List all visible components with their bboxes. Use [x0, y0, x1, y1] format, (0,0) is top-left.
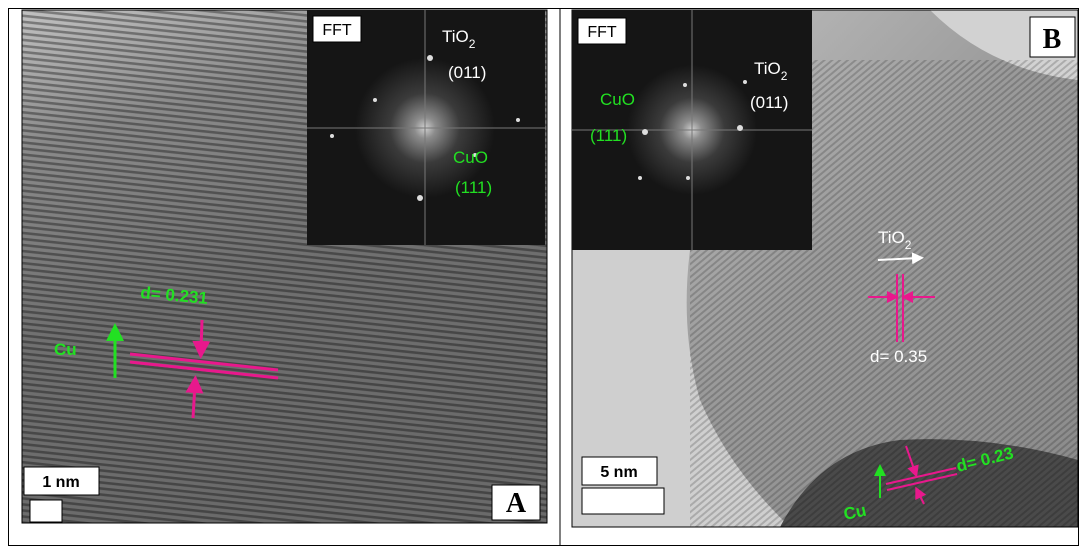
panel-b: FFT CuO (111) TiO2 (011) TiO2 d= 0.35 Cu…	[572, 10, 1078, 527]
d-spacing-label: d= 0.35	[870, 347, 927, 366]
scale-bar-label: 1 nm	[42, 474, 79, 491]
fft-inset: FFT TiO2 (011) CuO (111)	[307, 10, 545, 245]
panel-label: B	[1043, 24, 1062, 55]
element-label: Cu	[54, 340, 77, 359]
plane-label: (111)	[455, 178, 492, 197]
phase-label: CuO	[600, 90, 635, 109]
spacing-arrow	[201, 320, 202, 350]
plane-label: (011)	[750, 93, 788, 112]
figure: FFT TiO2 (011) CuO (111) d= 0.231 Cu 1 n…	[0, 0, 1086, 553]
panel-a: FFT TiO2 (011) CuO (111) d= 0.231 Cu 1 n…	[22, 10, 547, 523]
plane-label: (011)	[448, 63, 486, 82]
scale-bar	[582, 488, 664, 514]
fft-inset: FFT CuO (111) TiO2 (011)	[572, 10, 812, 250]
scale-bar-label: 5 nm	[600, 464, 637, 481]
fft-label: FFT	[587, 24, 617, 41]
plane-label: (111)	[590, 126, 627, 145]
spacing-arrow	[193, 384, 195, 418]
phase-label: CuO	[453, 148, 488, 167]
scale-bar	[30, 500, 62, 522]
fft-label: FFT	[322, 22, 352, 39]
panel-label: A	[506, 488, 527, 519]
